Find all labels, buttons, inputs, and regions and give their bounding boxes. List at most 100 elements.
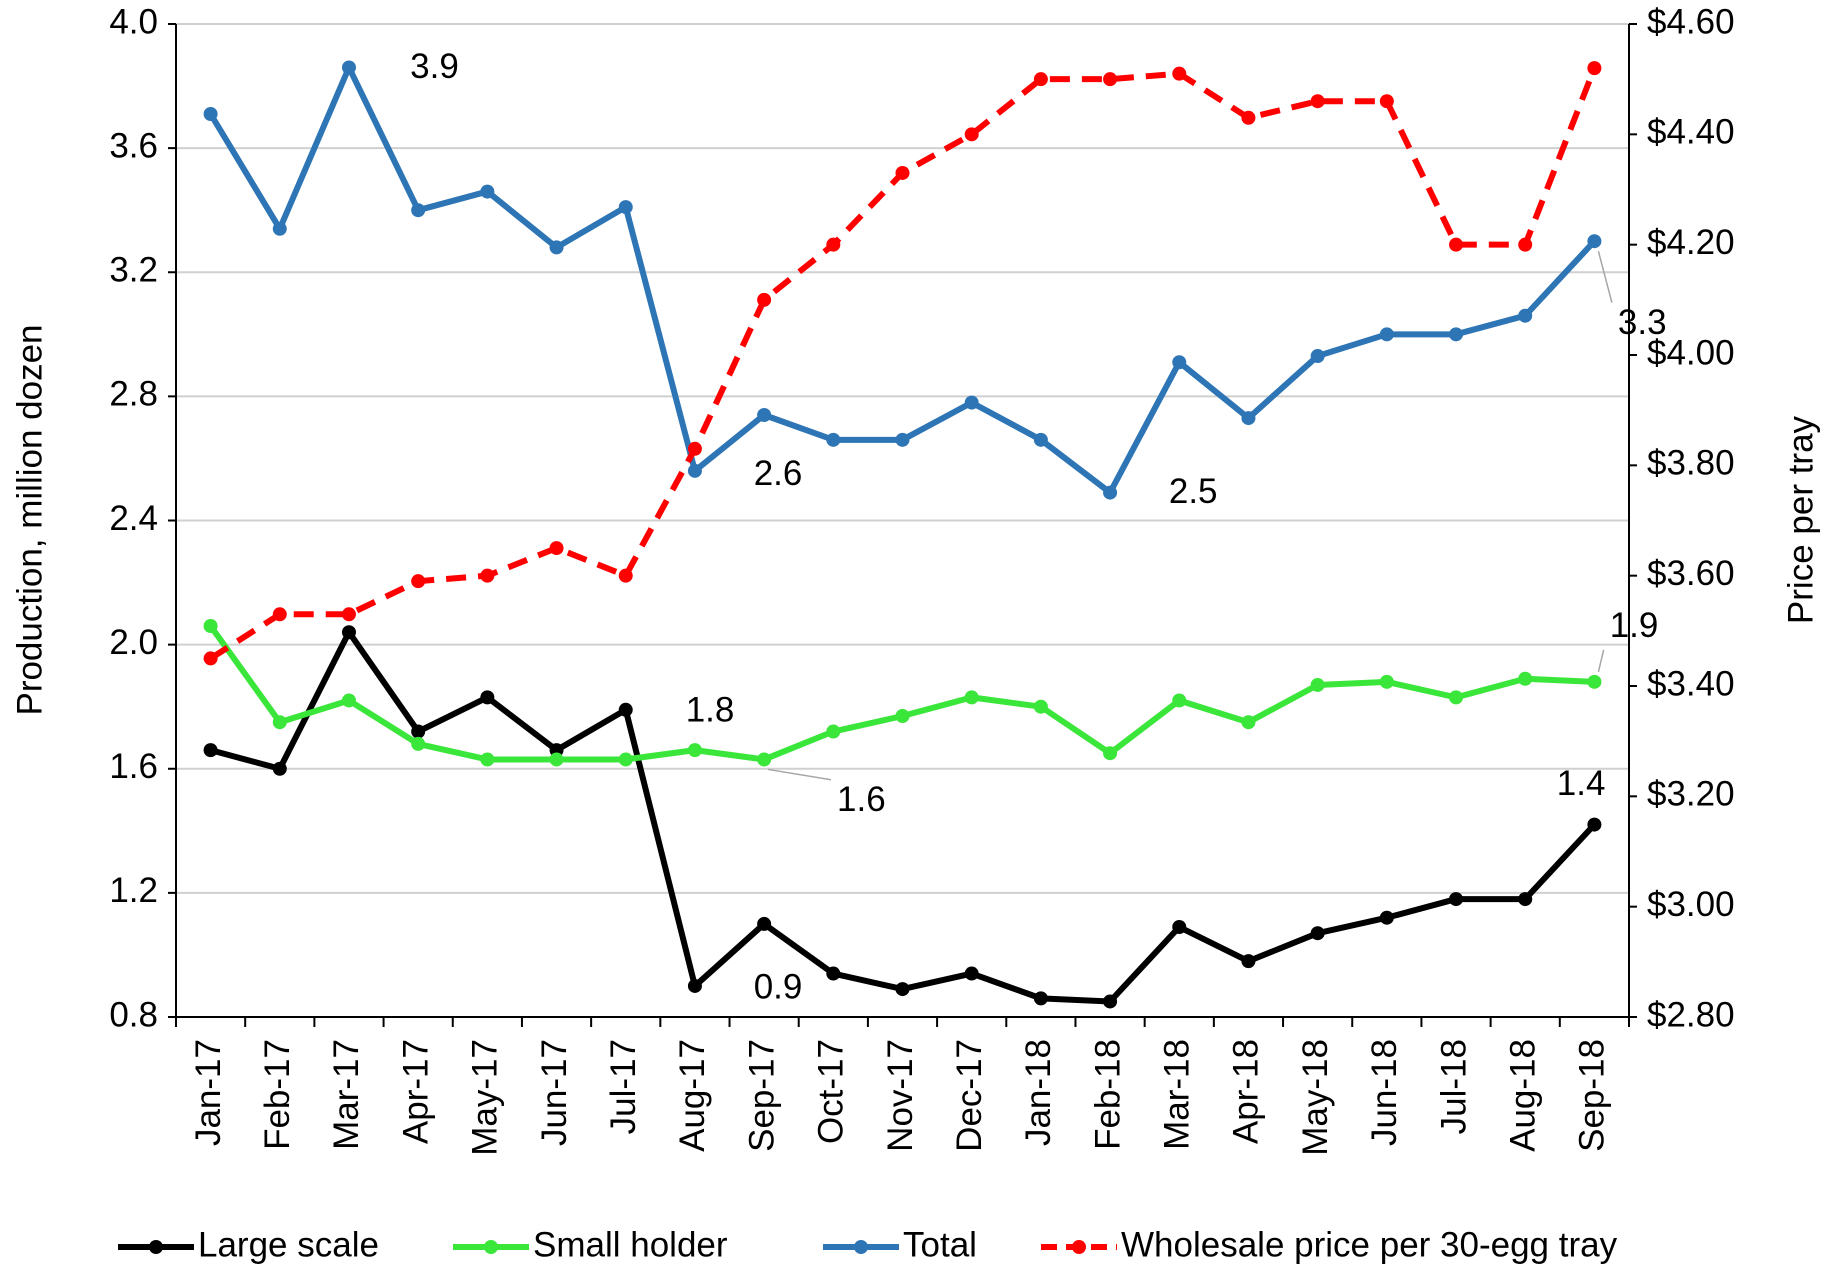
point xyxy=(1310,94,1325,109)
point xyxy=(272,221,287,236)
y-tick-label: 2.0 xyxy=(109,623,158,662)
leader-line xyxy=(767,768,832,781)
legend-marker xyxy=(484,1240,498,1254)
point xyxy=(341,625,356,640)
y-tick-label: 1.6 xyxy=(109,747,158,786)
data-label: 2.6 xyxy=(754,454,803,493)
point xyxy=(341,693,356,708)
point xyxy=(1449,690,1464,705)
y2-tick-label: $2.80 xyxy=(1647,995,1735,1034)
leader-line xyxy=(1597,649,1605,673)
point xyxy=(895,165,910,180)
point xyxy=(411,203,426,218)
point xyxy=(203,106,218,121)
x-tick-label: Apr-17 xyxy=(396,1039,435,1144)
point xyxy=(618,702,633,717)
point xyxy=(1172,920,1187,935)
point xyxy=(1172,693,1187,708)
y-tick-label: 0.8 xyxy=(109,995,158,1034)
point xyxy=(1172,66,1187,81)
point xyxy=(1103,746,1118,761)
point xyxy=(826,432,841,447)
x-tick-label: Jan-18 xyxy=(1019,1039,1058,1146)
point xyxy=(618,200,633,215)
data-label: 3.9 xyxy=(410,47,459,86)
point xyxy=(1587,817,1602,832)
point xyxy=(687,978,702,993)
y2-tick-label: $3.20 xyxy=(1647,775,1735,814)
y-tick-label: 3.6 xyxy=(109,126,158,165)
point xyxy=(1379,910,1394,925)
point xyxy=(618,568,633,583)
point xyxy=(411,724,426,739)
x-tick-label: Aug-17 xyxy=(673,1039,712,1152)
series xyxy=(203,61,1602,666)
data-label: 1.9 xyxy=(1610,606,1659,645)
point xyxy=(757,292,772,307)
point xyxy=(687,441,702,456)
point xyxy=(1103,72,1118,87)
point xyxy=(618,752,633,767)
x-tick-label: Jun-17 xyxy=(535,1039,574,1146)
point xyxy=(1103,994,1118,1009)
point xyxy=(895,982,910,997)
point xyxy=(272,715,287,730)
y-axis-title: Production, million dozen xyxy=(10,324,49,715)
point xyxy=(1241,715,1256,730)
point xyxy=(1518,892,1533,907)
point xyxy=(480,690,495,705)
point xyxy=(1310,349,1325,364)
point xyxy=(826,237,841,252)
point xyxy=(964,690,979,705)
point xyxy=(1241,954,1256,969)
point xyxy=(1033,991,1048,1006)
point xyxy=(1310,677,1325,692)
x-tick-label: Feb-18 xyxy=(1088,1039,1127,1150)
point xyxy=(1518,671,1533,686)
x-tick-label: Jun-18 xyxy=(1365,1039,1404,1146)
point xyxy=(272,607,287,622)
point xyxy=(964,127,979,142)
point xyxy=(341,607,356,622)
point xyxy=(687,463,702,478)
legend-marker xyxy=(149,1240,163,1254)
x-tick-label: Mar-17 xyxy=(327,1039,366,1150)
point xyxy=(480,568,495,583)
point xyxy=(757,407,772,422)
x-tick-label: Dec-17 xyxy=(950,1039,989,1152)
series-line xyxy=(208,67,1598,661)
point xyxy=(341,60,356,75)
point xyxy=(895,432,910,447)
point xyxy=(895,708,910,723)
y2-tick-label: $3.40 xyxy=(1647,664,1735,703)
data-label: 3.3 xyxy=(1618,303,1667,342)
point xyxy=(1518,237,1533,252)
point xyxy=(411,736,426,751)
point xyxy=(549,752,564,767)
y2-tick-label: $3.80 xyxy=(1647,444,1735,483)
x-tick-label: Mar-18 xyxy=(1158,1039,1197,1150)
x-tick-label: Jul-17 xyxy=(604,1039,643,1134)
point xyxy=(1587,674,1602,689)
point xyxy=(549,541,564,556)
point xyxy=(1033,72,1048,87)
point xyxy=(203,619,218,634)
y2-axis-title: Price per tray xyxy=(1781,415,1820,624)
series: 1.8 0.9 1.4 xyxy=(203,625,1606,1009)
y2-tick-label: $3.60 xyxy=(1647,554,1735,593)
y-tick-label: 2.8 xyxy=(109,375,158,414)
point xyxy=(826,724,841,739)
data-label: 1.4 xyxy=(1557,764,1606,803)
data-label: 1.6 xyxy=(837,780,886,819)
point xyxy=(203,651,218,666)
point xyxy=(411,574,426,589)
point xyxy=(1518,308,1533,323)
series: 1.6 1.9 xyxy=(203,606,1659,819)
data-label: 1.8 xyxy=(686,690,735,729)
x-tick-label: Nov-17 xyxy=(881,1039,920,1152)
point xyxy=(1587,61,1602,76)
point xyxy=(757,916,772,931)
y2-tick-label: $4.00 xyxy=(1647,333,1735,372)
